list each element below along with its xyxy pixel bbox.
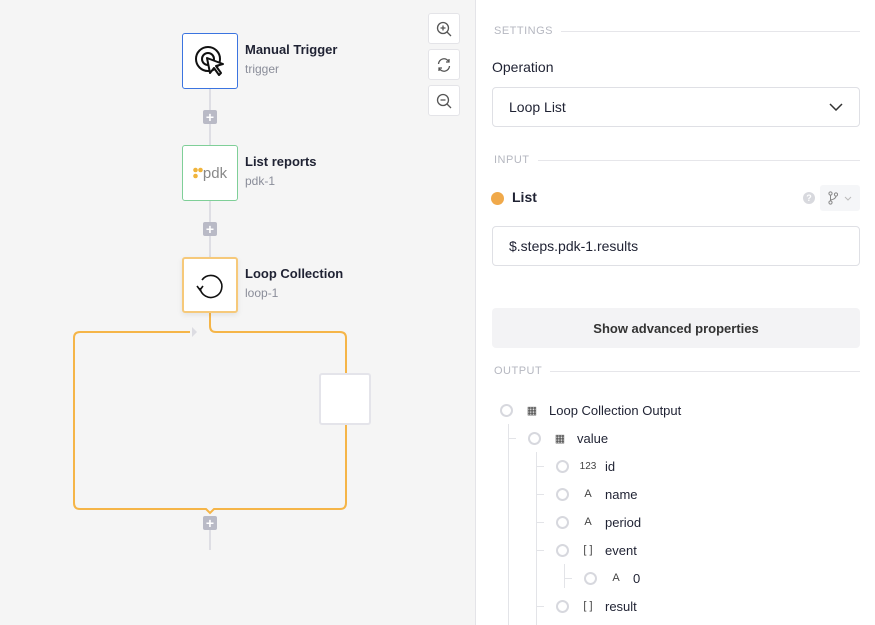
table-icon: ▦	[554, 432, 566, 445]
output-tree-label: Loop Collection Output	[549, 402, 682, 418]
add-step-button[interactable]: +	[203, 516, 217, 530]
operation-label: Operation	[492, 59, 554, 75]
workflow-canvas[interactable]: Manual Trigger trigger + pdk List report…	[0, 0, 476, 625]
text-icon: A	[584, 488, 592, 500]
chevron-down-icon	[844, 196, 852, 201]
zoom-in-button[interactable]	[428, 13, 460, 44]
input-mode-dropdown[interactable]	[820, 185, 860, 211]
pdk-logo-text: pdk	[202, 164, 228, 182]
array-icon: [ ]	[583, 544, 593, 556]
select-radio[interactable]	[556, 515, 569, 529]
output-tree-label: event	[605, 542, 637, 558]
reset-view-button[interactable]	[428, 49, 460, 80]
zoom-out-icon	[436, 93, 452, 108]
node-loop-collection[interactable]	[182, 257, 238, 313]
section-input: INPUT	[494, 154, 860, 166]
node-title: Manual Trigger	[245, 42, 338, 57]
empty-loop-step-placeholder[interactable]	[319, 373, 371, 425]
select-radio[interactable]	[528, 431, 541, 445]
text-icon: A	[612, 572, 620, 584]
list-input[interactable]: $.steps.pdk-1.results	[492, 226, 860, 266]
node-subtitle: pdk-1	[245, 174, 276, 188]
reset-icon	[437, 57, 451, 72]
select-radio[interactable]	[556, 487, 569, 501]
branch-icon	[828, 191, 838, 205]
show-advanced-properties-button[interactable]: Show advanced properties	[492, 308, 860, 348]
pdk-logo: pdk	[193, 165, 227, 182]
output-tree-label: value	[577, 430, 609, 446]
text-icon: A	[584, 516, 592, 528]
table-icon: ▦	[526, 404, 538, 417]
output-tree-label: 0	[633, 570, 641, 586]
connector	[209, 520, 211, 550]
node-title: Loop Collection	[245, 266, 344, 281]
output-tree-item[interactable]: ▦ value	[528, 428, 608, 448]
node-subtitle: loop-1	[245, 286, 279, 300]
loop-path	[73, 313, 347, 515]
number-icon: 123	[579, 460, 597, 472]
loop-icon	[196, 274, 223, 299]
array-icon: [ ]	[583, 600, 593, 612]
select-radio[interactable]	[556, 599, 569, 613]
operation-value: Loop List	[509, 99, 566, 115]
chevron-down-icon	[829, 103, 843, 111]
output-tree-item[interactable]: [ ] event	[556, 540, 637, 560]
select-radio[interactable]	[556, 543, 569, 557]
select-radio[interactable]	[584, 571, 597, 585]
add-step-button[interactable]: +	[203, 222, 217, 236]
node-manual-trigger[interactable]	[182, 33, 238, 89]
zoom-in-icon	[436, 21, 452, 36]
output-tree-label: period	[605, 514, 642, 530]
node-list-reports[interactable]: pdk	[182, 145, 238, 201]
section-output: OUTPUT	[494, 365, 860, 377]
list-status-dot	[491, 192, 504, 205]
output-tree-item[interactable]: [ ] result	[556, 596, 637, 616]
select-radio[interactable]	[556, 459, 569, 473]
operation-select[interactable]: Loop List	[492, 87, 860, 127]
section-settings: SETTINGS	[494, 25, 860, 37]
cursor-click-icon	[195, 46, 224, 76]
node-title: List reports	[245, 154, 317, 169]
properties-panel: SETTINGS Operation Loop List INPUT List …	[477, 0, 875, 625]
output-tree-label: result	[605, 598, 637, 614]
help-icon[interactable]: ?	[803, 192, 815, 204]
output-tree-item[interactable]: 123 id	[556, 456, 615, 476]
zoom-out-button[interactable]	[428, 85, 460, 116]
select-radio[interactable]	[500, 403, 513, 417]
node-subtitle: trigger	[245, 62, 280, 76]
list-label: List	[512, 189, 537, 205]
output-tree-item[interactable]: ▦ Loop Collection Output	[500, 400, 681, 420]
add-step-button[interactable]: +	[203, 110, 217, 124]
output-tree-label: name	[605, 486, 638, 502]
output-tree-label: id	[605, 458, 616, 474]
